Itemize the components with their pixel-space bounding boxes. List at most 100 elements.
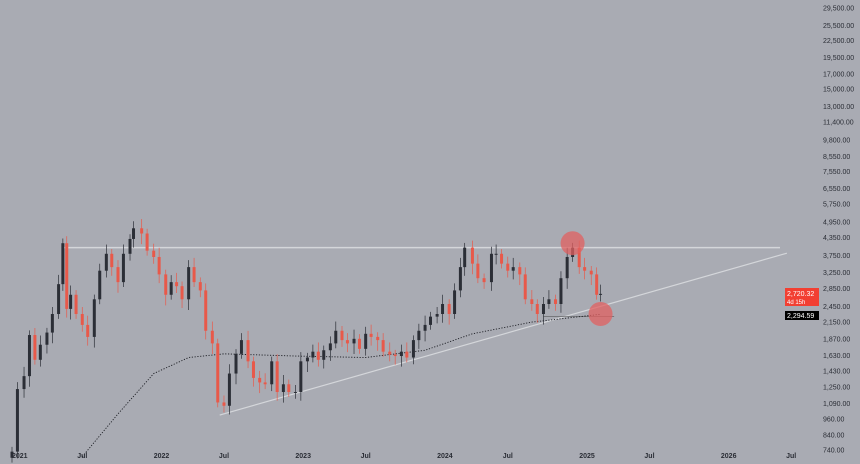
candle-body xyxy=(447,303,451,314)
candle-body xyxy=(121,253,125,283)
y-tick-label: 740.00 xyxy=(823,448,845,455)
candle-body xyxy=(458,267,462,291)
y-tick-label: 11,400.00 xyxy=(823,120,854,127)
candle-body xyxy=(328,343,332,351)
candle-body xyxy=(33,335,37,360)
candle-body xyxy=(10,451,14,458)
candle-body xyxy=(305,357,309,362)
candle-body xyxy=(518,267,522,275)
candle-body xyxy=(494,253,498,255)
candle-body xyxy=(281,384,285,393)
candle-body xyxy=(554,299,558,304)
candles xyxy=(10,219,613,463)
last-price-label: 2,720.32 xyxy=(787,291,814,298)
candle-body xyxy=(57,284,61,314)
candle-body xyxy=(345,340,349,344)
candle-body xyxy=(110,253,114,268)
price-labels: 2,720.32 4d 15h 2,294.59 xyxy=(785,288,819,320)
trend-line xyxy=(219,252,788,416)
candle-body xyxy=(27,335,31,377)
candle-body xyxy=(388,351,392,355)
candle-body xyxy=(476,263,480,279)
x-tick-label: Jul xyxy=(644,453,654,460)
candle-body xyxy=(429,316,433,325)
candle-body xyxy=(299,361,303,393)
candle-body xyxy=(577,247,581,268)
y-tick-label: 25,500.00 xyxy=(823,23,854,30)
y-tick-label: 4,350.00 xyxy=(823,235,850,242)
candle-body xyxy=(316,351,320,360)
candle-body xyxy=(45,332,49,345)
last-price-bg xyxy=(785,288,819,306)
y-tick-label: 8,550.00 xyxy=(823,154,850,161)
candle-body xyxy=(216,343,220,403)
candle-body xyxy=(157,256,161,275)
x-tick-label: 2021 xyxy=(12,453,28,460)
candle-body xyxy=(86,324,90,337)
candle-body xyxy=(417,330,421,341)
candle-body xyxy=(210,330,214,344)
candle-body xyxy=(535,303,539,314)
candle-body xyxy=(340,330,344,341)
candle-body xyxy=(246,340,250,362)
countdown-label: 4d 15h xyxy=(787,300,805,306)
candle-body xyxy=(65,243,69,309)
candle-body xyxy=(506,263,510,271)
highlight-circle xyxy=(588,301,613,326)
candle-body xyxy=(187,267,191,300)
y-tick-label: 22,500.00 xyxy=(823,38,854,45)
candle-body xyxy=(61,243,65,285)
candle-body xyxy=(411,340,415,358)
x-tick-label: Jul xyxy=(361,453,371,460)
candle-body xyxy=(15,389,19,452)
x-tick-label: Jul xyxy=(786,453,796,460)
candle-body xyxy=(352,338,356,344)
candle-body xyxy=(530,299,534,304)
y-tick-label: 1,430.00 xyxy=(823,368,850,375)
y-tick-label: 5,750.00 xyxy=(823,202,850,209)
x-tick-label: 2026 xyxy=(721,453,737,460)
x-tick-label: 2024 xyxy=(437,453,453,460)
y-tick-label: 29,500.00 xyxy=(823,6,854,13)
y-tick-label: 19,500.00 xyxy=(823,55,854,62)
candle-body xyxy=(80,313,84,325)
y-tick-label: 1,090.00 xyxy=(823,401,850,408)
candle-body xyxy=(541,303,545,314)
price-axis: 29,500.00 25,500.00 22,500.00 19,500.00 17,0… xyxy=(823,6,854,455)
y-tick-label: 1,870.00 xyxy=(823,336,850,343)
candle-body xyxy=(489,253,493,283)
candle-body xyxy=(311,351,315,358)
candle-body xyxy=(423,324,427,331)
y-tick-label: 3,250.00 xyxy=(823,270,850,277)
candle-body xyxy=(175,282,179,287)
y-tick-label: 9,800.00 xyxy=(823,138,850,145)
candle-body xyxy=(145,233,149,251)
candle-body xyxy=(152,250,156,257)
candle-body xyxy=(275,361,279,393)
candle-body xyxy=(565,256,569,279)
candle-body xyxy=(381,340,385,352)
x-tick-label: 2022 xyxy=(154,453,170,460)
candle-body xyxy=(258,377,262,383)
highlight-circle xyxy=(560,231,585,256)
candle-body xyxy=(234,353,238,374)
x-tick-label: 2025 xyxy=(579,453,595,460)
candle-body xyxy=(132,228,136,239)
time-axis: 2021 Jul 2022 Jul 2023 Jul 2024 Jul 2025 Jul 2026 J… xyxy=(12,453,796,460)
candle-body xyxy=(251,361,255,378)
x-tick-label: Jul xyxy=(219,453,229,460)
y-tick-label: 4,950.00 xyxy=(823,220,850,227)
candle-body xyxy=(589,270,593,275)
candle-body xyxy=(180,286,184,300)
y-tick-label: 17,000.00 xyxy=(823,72,854,79)
candle-body xyxy=(92,299,96,337)
y-tick-label: 7,550.00 xyxy=(823,169,850,176)
candle-body xyxy=(547,299,551,304)
candle-body xyxy=(227,373,231,406)
candle-body xyxy=(38,344,42,360)
y-tick-label: 840.00 xyxy=(823,432,845,439)
candle-body xyxy=(453,290,457,314)
ma-label: 2,294.59 xyxy=(787,313,814,320)
candle-body xyxy=(116,267,120,283)
